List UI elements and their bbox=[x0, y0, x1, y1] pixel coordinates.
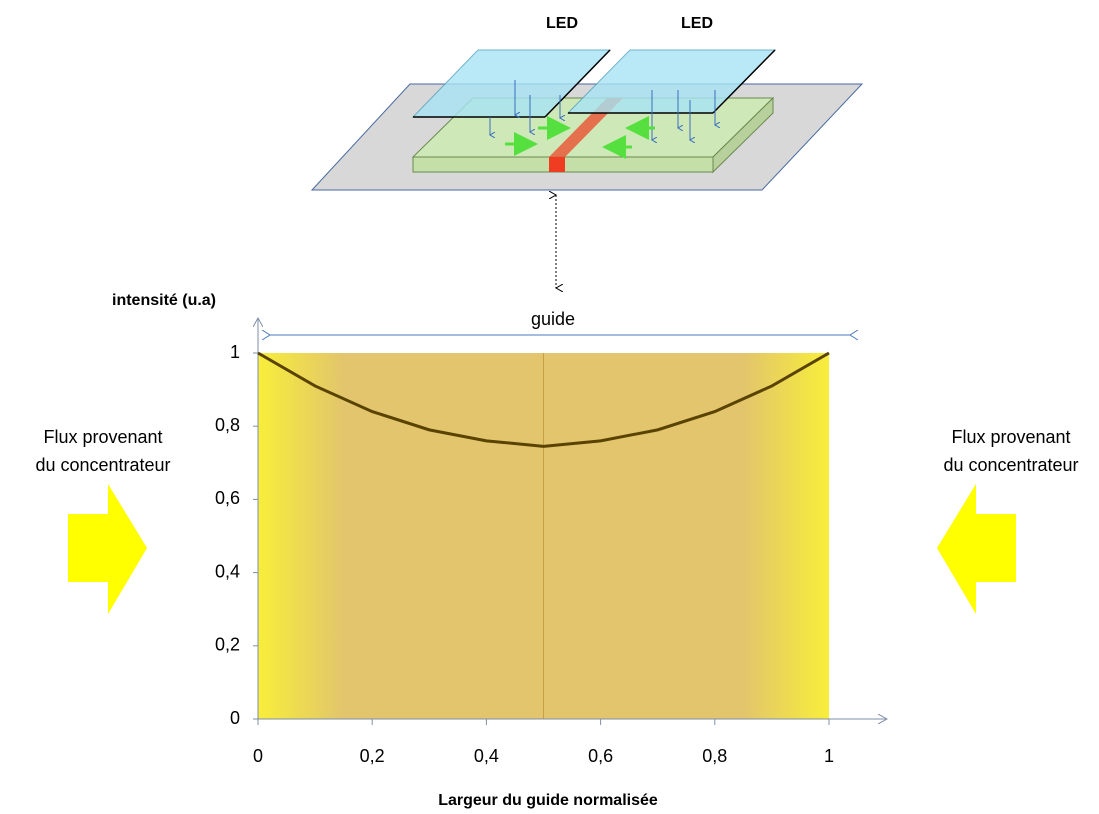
y-tick-label: 0,8 bbox=[215, 415, 240, 435]
flux-label: Flux provenant bbox=[43, 427, 162, 447]
flux-arrows bbox=[68, 484, 1016, 614]
x-tick-label: 0,2 bbox=[360, 746, 385, 766]
x-tick-label: 0,4 bbox=[474, 746, 499, 766]
x-tick-label: 0 bbox=[253, 746, 263, 766]
x-tick-label: 1 bbox=[824, 746, 834, 766]
intensity-curve bbox=[257, 351, 830, 448]
y-tick-label: 1 bbox=[230, 342, 240, 362]
y-tick-label: 0,4 bbox=[215, 561, 240, 581]
x-axis-label: Largeur du guide normalisée bbox=[438, 792, 658, 809]
y-tick-label: 0,2 bbox=[215, 635, 240, 655]
led-label: LED bbox=[546, 15, 578, 32]
x-tick-label: 0,8 bbox=[702, 746, 727, 766]
guide-label: guide bbox=[531, 309, 575, 329]
flux-label: du concentrateur bbox=[943, 455, 1078, 475]
chart: 0 0,2 0,4 0,6 0,8 1 0 0,2 0,4 0,6 0,8 1 intensité (u… bbox=[35, 292, 1078, 809]
y-tick-label: 0 bbox=[230, 708, 240, 728]
device-diagram: LED LED bbox=[310, 15, 864, 288]
flux-label: du concentrateur bbox=[35, 455, 170, 475]
flux-label: Flux provenant bbox=[951, 427, 1070, 447]
y-tick-label: 0,6 bbox=[215, 488, 240, 508]
y-axis-label: intensité (u.a) bbox=[112, 292, 216, 309]
x-tick-label: 0,6 bbox=[588, 746, 613, 766]
led-label: LED bbox=[681, 15, 713, 32]
